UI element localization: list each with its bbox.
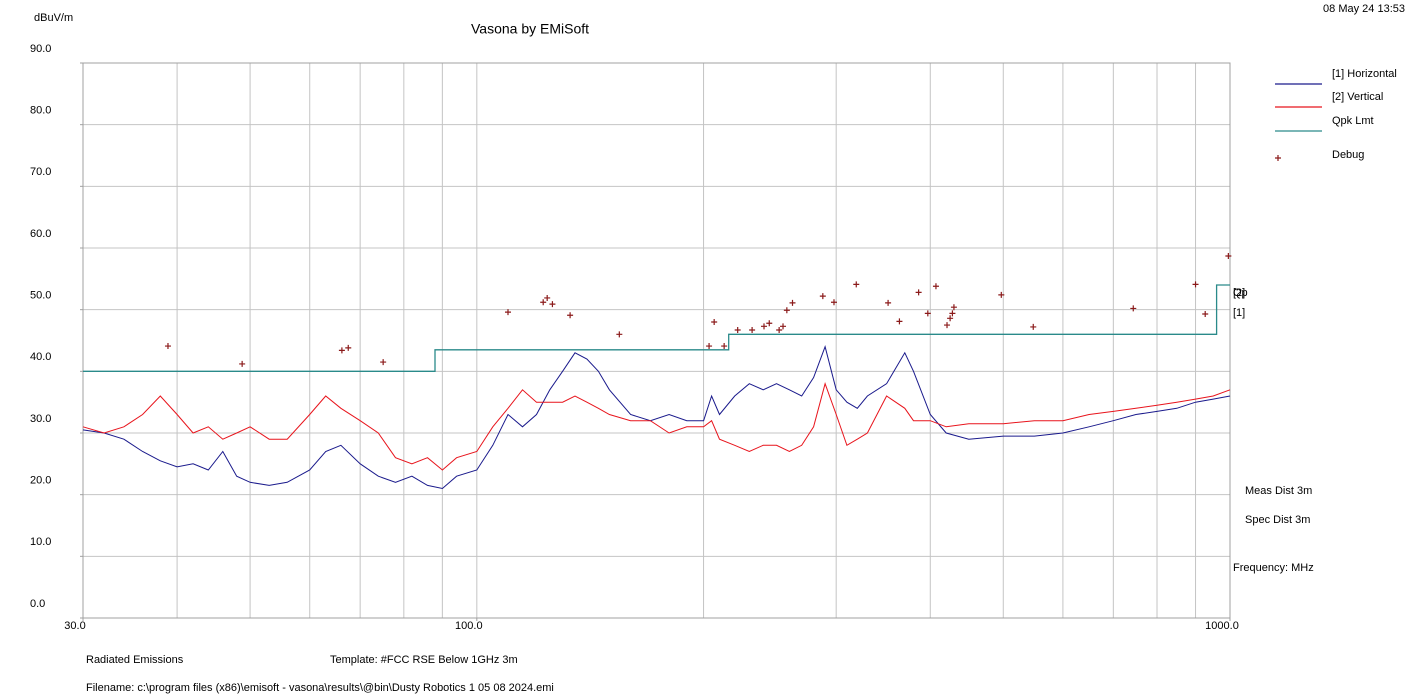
y-tick-label: 80.0 — [30, 105, 51, 117]
legend-marker — [1275, 155, 1281, 161]
y-tick-label: 90.0 — [30, 43, 51, 55]
debug-marker — [567, 312, 574, 319]
debug-marker — [819, 293, 826, 300]
legend-label: [1] Horizontal — [1332, 68, 1397, 80]
debug-marker — [947, 315, 954, 322]
x-tick-label: 1000.0 — [1205, 620, 1239, 632]
y-tick-label: 10.0 — [30, 536, 51, 548]
timestamp: 08 May 24 13:53 — [1323, 3, 1405, 15]
footer-report: Radiated Emissions — [86, 654, 184, 666]
debug-marker — [853, 281, 860, 288]
y-tick-label: 60.0 — [30, 228, 51, 240]
annotation: Meas Dist 3m — [1245, 485, 1312, 497]
footer-filename: Filename: c:\program files (x86)\emisoft… — [86, 682, 554, 694]
debug-marker — [944, 322, 951, 329]
debug-marker — [776, 327, 783, 334]
y-tick-label: 40.0 — [30, 351, 51, 363]
debug-marker — [783, 307, 790, 314]
debug-marker — [896, 318, 903, 325]
plot-frame — [82, 62, 1231, 619]
trace-line — [83, 284, 1230, 372]
trace-marker: [1] — [1233, 307, 1245, 319]
debug-marker — [932, 283, 939, 290]
debug-marker — [734, 327, 741, 334]
chart-title: Vasona by EMiSoft — [471, 21, 589, 37]
legend-label: [2] Vertical — [1332, 91, 1383, 103]
debug-marker — [885, 299, 892, 306]
debug-marker — [949, 310, 956, 317]
debug-marker — [761, 323, 768, 330]
debug-marker — [239, 360, 246, 367]
debug-marker — [504, 309, 511, 316]
trace-marker: [2] — [1233, 287, 1245, 299]
y-tick-label: 50.0 — [30, 290, 51, 302]
debug-marker — [345, 344, 352, 351]
x-axis-label: Frequency: MHz — [1233, 562, 1314, 574]
debug-marker — [789, 299, 796, 306]
debug-marker — [998, 291, 1005, 298]
debug-marker — [544, 294, 551, 301]
y-tick-label: 20.0 — [30, 475, 51, 487]
debug-marker — [749, 327, 756, 334]
y-tick-label: 30.0 — [30, 413, 51, 425]
annotation: Spec Dist 3m — [1245, 514, 1310, 526]
y-tick-label: 70.0 — [30, 166, 51, 178]
debug-marker — [616, 331, 623, 338]
debug-marker — [766, 320, 773, 327]
trace-line — [82, 345, 1231, 490]
debug-marker — [1202, 310, 1209, 317]
debug-marker — [1030, 323, 1037, 330]
debug-marker — [706, 343, 713, 350]
trace-marker: Qp — [1233, 287, 1248, 299]
debug-marker — [830, 299, 837, 306]
footer-template: Template: #FCC RSE Below 1GHz 3m — [330, 654, 518, 666]
debug-marker — [924, 310, 931, 317]
debug-marker — [1130, 305, 1137, 312]
debug-marker — [915, 289, 922, 296]
x-tick-label: 100.0 — [455, 620, 483, 632]
debug-marker — [1225, 253, 1232, 260]
debug-marker — [540, 299, 547, 306]
y-tick-label: 0.0 — [30, 598, 45, 610]
legend-label: Debug — [1332, 149, 1364, 161]
debug-marker — [380, 359, 387, 366]
debug-marker — [549, 301, 556, 308]
x-tick-label: 30.0 — [64, 620, 85, 632]
debug-marker — [1192, 281, 1199, 288]
debug-marker — [711, 319, 718, 325]
debug-marker — [164, 343, 171, 350]
debug-marker — [950, 304, 957, 311]
trace-line — [82, 382, 1231, 471]
debug-marker — [338, 347, 345, 354]
debug-marker — [721, 343, 728, 350]
debug-marker — [780, 323, 787, 330]
legend-label: Qpk Lmt — [1332, 115, 1374, 127]
y-axis-label: dBuV/m — [34, 12, 73, 24]
